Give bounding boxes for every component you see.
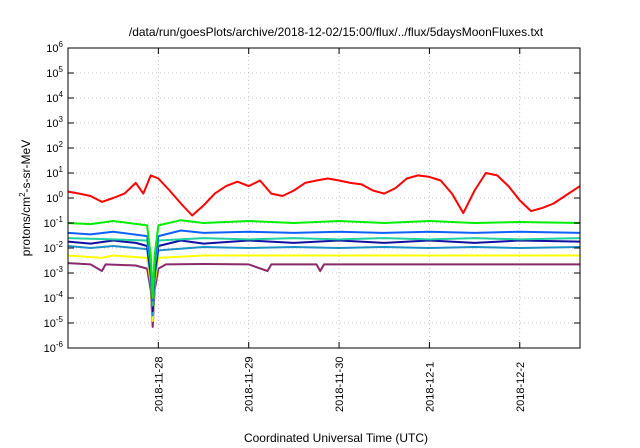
- y-tick-base: 10: [46, 118, 58, 130]
- y-tick-label: 104: [46, 90, 63, 105]
- y-tick-label: 10-1: [44, 215, 64, 230]
- series-line: [67, 219, 581, 299]
- series-line: [67, 245, 581, 317]
- y-tick-base: 10: [44, 243, 56, 255]
- x-tick-label: 2018-12-1: [424, 362, 436, 412]
- y-tick-exponent: -6: [56, 340, 64, 349]
- y-tick-base: 10: [46, 168, 58, 180]
- y-tick-exponent: 0: [59, 190, 64, 199]
- y-tick-label: 10-5: [44, 315, 64, 330]
- y-tick-base: 10: [44, 268, 56, 280]
- y-tick-base: 10: [46, 193, 58, 205]
- series-lines: [67, 172, 581, 328]
- y-axis-title-pre: protons/cm: [19, 197, 33, 256]
- y-axis-title-sup: 2: [18, 192, 27, 197]
- y-tick-label: 10-6: [44, 340, 64, 355]
- y-tick-exponent: -2: [56, 240, 64, 249]
- y-tick-exponent: 1: [59, 165, 64, 174]
- grid: [68, 48, 580, 348]
- y-tick-exponent: 2: [59, 140, 64, 149]
- y-tick-exponent: -3: [56, 265, 64, 274]
- y-tick-base: 10: [46, 93, 58, 105]
- series-line: [67, 172, 581, 217]
- y-axis-ticks: 10-610-510-410-310-210-11001011021031041…: [44, 40, 580, 355]
- y-tick-label: 106: [46, 40, 63, 55]
- y-tick-label: 102: [46, 140, 63, 155]
- x-tick-label: 2018-11-30: [334, 357, 346, 412]
- y-tick-base: 10: [46, 143, 58, 155]
- y-tick-exponent: 5: [59, 65, 64, 74]
- y-tick-base: 10: [46, 43, 58, 55]
- series-line: [67, 254, 580, 322]
- y-axis-title-post: -s-sr-MeV: [19, 140, 33, 193]
- x-axis-title: Coordinated Universal Time (UTC): [244, 431, 428, 445]
- chart-title: /data/run/goesPlots/archive/2018-12-02/1…: [129, 25, 544, 39]
- y-tick-exponent: -1: [56, 215, 64, 224]
- series-line: [67, 262, 580, 328]
- x-axis-ticks: 2018-11-28 2018-11-29 2018-11-30 2018-12-1 2…: [153, 48, 527, 412]
- y-tick-label: 103: [46, 115, 63, 130]
- x-tick-label: 2018-11-28: [153, 357, 165, 412]
- x-tick-label: 2018-11-29: [244, 357, 256, 412]
- y-tick-exponent: -4: [56, 290, 64, 299]
- series-line: [67, 239, 581, 313]
- y-tick-base: 10: [44, 293, 56, 305]
- x-tick-label: 2018-12-2: [515, 362, 527, 412]
- y-tick-exponent: -5: [56, 315, 64, 324]
- y-tick-exponent: 4: [59, 90, 64, 99]
- y-tick-base: 10: [44, 318, 56, 330]
- y-tick-label: 101: [46, 165, 63, 180]
- y-tick-label: 10-3: [44, 265, 64, 280]
- y-tick-label: 105: [46, 65, 63, 80]
- y-tick-label: 100: [46, 190, 63, 205]
- y-tick-label: 10-4: [44, 290, 64, 305]
- y-tick-exponent: 6: [59, 40, 64, 49]
- y-tick-label: 10-2: [44, 240, 64, 255]
- y-tick-base: 10: [46, 68, 58, 80]
- y-axis-title: protons/cm2-s-sr-MeV: [18, 140, 33, 256]
- y-tick-base: 10: [44, 218, 56, 230]
- y-tick-exponent: 3: [59, 115, 64, 124]
- y-tick-base: 10: [44, 343, 56, 355]
- series-line: [67, 229, 581, 302]
